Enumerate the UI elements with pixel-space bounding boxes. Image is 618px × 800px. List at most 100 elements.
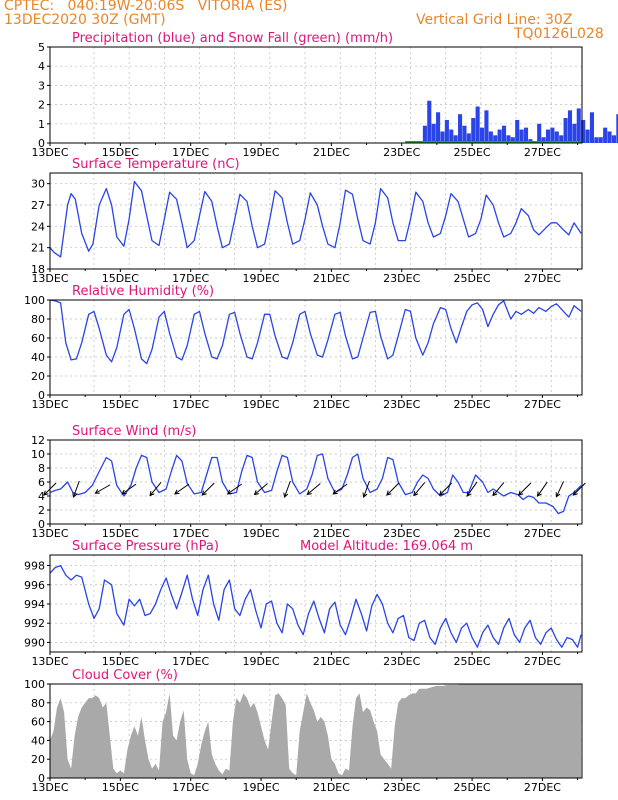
precip-bar	[488, 131, 493, 143]
temp-xtick-label: 23DEC	[383, 272, 420, 285]
wind-arrow	[537, 481, 548, 497]
header-location: CPTEC: 040:19W-20:06S VITORIA (ES)	[4, 0, 288, 14]
rh-xtick-label: 23DEC	[383, 398, 420, 411]
precip-bar	[484, 110, 489, 143]
precip-panel: 0 1 2 3 4 5 13DEC 15DEC 17DEC 19DEC 21DEC 23DEC 25DE…	[31, 31, 618, 159]
wind-arrow	[149, 482, 162, 496]
precip-bar	[607, 131, 612, 143]
precip-bar	[519, 129, 524, 143]
precip-xtick-label: 21DEC	[313, 146, 350, 159]
wind-arrow-head	[43, 490, 49, 496]
cloud-xtick-label: 27DEC	[524, 781, 561, 794]
precip-bar	[458, 114, 463, 143]
precip-bar	[545, 129, 551, 143]
cloud-frame	[49, 683, 583, 779]
precip-bar	[572, 123, 577, 143]
wind-ytick-label: 8	[38, 462, 45, 475]
wind-arrow-head	[492, 491, 498, 497]
rh-panel: 0 20 40 60 80 100 13DEC 15DEC 17DEC 19DEC 21DEC 23D…	[24, 284, 583, 411]
wind-arrow-head	[536, 491, 542, 497]
wind-arrow-head	[572, 490, 578, 496]
precip-ytick-label: 5	[38, 41, 45, 54]
pressure-panel: 990 992 994 996 998 13DEC 15DEC 17DEC 19DEC 21DEC…	[24, 539, 583, 668]
cloud-panel: 0 20 40 60 80 100 13DEC 15DEC 17DEC 19DEC 21DEC 23D…	[24, 668, 583, 794]
wind-arrow-head	[362, 492, 368, 498]
wind-arrow-head	[72, 492, 78, 498]
precip-xtick-label: 17DEC	[172, 146, 209, 159]
wind-arrow-head	[518, 490, 524, 496]
rh-xtick-label: 17DEC	[172, 398, 209, 411]
precip-xtick-label: 27DEC	[524, 146, 561, 159]
wind-xtick-label: 21DEC	[313, 527, 350, 540]
header-grid-note: Vertical Grid Line: 30Z	[416, 12, 573, 28]
pressure-xtick-label: 15DEC	[102, 655, 139, 668]
temp-line	[49, 180, 582, 258]
pressure-ytick-label: 998	[24, 560, 45, 573]
precip-bar	[427, 100, 432, 143]
pressure-frame	[49, 554, 583, 653]
precip-bar	[523, 127, 529, 143]
wind-arrow-head	[226, 489, 233, 495]
rh-xtick-label: 27DEC	[524, 398, 561, 411]
precip-xtick-label: 25DEC	[454, 146, 491, 159]
precip-bar	[541, 137, 546, 143]
temp-xtick-label: 21DEC	[313, 272, 350, 285]
rh-xtick-label: 13DEC	[31, 398, 68, 411]
precip-frame	[49, 46, 583, 144]
cloud-xtick-label: 19DEC	[242, 781, 279, 794]
cloud-ytick-label: 20	[31, 753, 45, 766]
wind-xtick-label: 23DEC	[383, 527, 420, 540]
wind-arrow	[386, 482, 400, 496]
temp-xtick-label: 27DEC	[524, 272, 561, 285]
precip-bar	[497, 129, 502, 143]
wind-arrow	[201, 482, 215, 496]
precip-ytick-label: 3	[38, 79, 45, 92]
precip-bar	[581, 119, 586, 143]
wind-ytick-label: 6	[38, 476, 45, 489]
precip-bar	[589, 112, 595, 143]
cloud-xtick-label: 21DEC	[313, 781, 350, 794]
rh-ytick-label: 60	[31, 332, 45, 345]
cloud-title: Cloud Cover (%)	[72, 668, 178, 683]
temp-xtick-label: 19DEC	[242, 272, 279, 285]
wind-arrow	[95, 484, 111, 494]
precip-xtick-label: 23DEC	[383, 146, 420, 159]
temp-panel: 18 21 24 27 30 13DEC 15DEC 17DEC 19DEC 21DEC 23DEC…	[31, 157, 583, 285]
pressure-xtick-label: 23DEC	[383, 655, 420, 668]
wind-ytick-label: 12	[31, 434, 45, 447]
pressure-ytick-label: 996	[24, 579, 45, 592]
pressure-title: Surface Pressure (hPa)	[72, 539, 219, 554]
wind-xtick-label: 19DEC	[242, 527, 279, 540]
wind-arrow	[73, 480, 80, 498]
precip-bar	[431, 123, 436, 143]
precip-bar	[510, 137, 515, 143]
cloud-ytick-label: 80	[31, 697, 45, 710]
temp-xtick-label: 25DEC	[454, 272, 491, 285]
pressure-xtick-label: 27DEC	[524, 655, 561, 668]
wind-arrow	[174, 483, 190, 495]
wind-ytick-label: 2	[38, 504, 45, 517]
precip-bar	[594, 137, 599, 143]
rh-xtick-label: 21DEC	[313, 398, 350, 411]
wind-arrow	[363, 480, 370, 498]
precip-bar	[611, 135, 616, 143]
precip-bar	[453, 135, 458, 143]
rh-ytick-label: 40	[31, 351, 45, 364]
temp-title: Surface Temperature (nC)	[72, 157, 240, 172]
precip-bar	[616, 114, 618, 143]
precip-xtick-label: 13DEC	[31, 146, 68, 159]
temp-ytick-label: 24	[31, 220, 45, 233]
pressure-ytick-label: 994	[24, 598, 45, 611]
precip-bar	[563, 118, 568, 143]
pressure-xtick-label: 25DEC	[454, 655, 491, 668]
rh-ytick-label: 100	[24, 294, 45, 307]
cloud-cover-area	[50, 684, 582, 778]
precip-ytick-label: 4	[38, 60, 45, 73]
precip-xtick-label: 19DEC	[242, 146, 279, 159]
wind-arrow-head	[253, 490, 260, 496]
temp-ytick-label: 21	[31, 242, 45, 255]
precip-bar	[603, 127, 608, 143]
precip-ytick-label: 1	[38, 118, 45, 131]
